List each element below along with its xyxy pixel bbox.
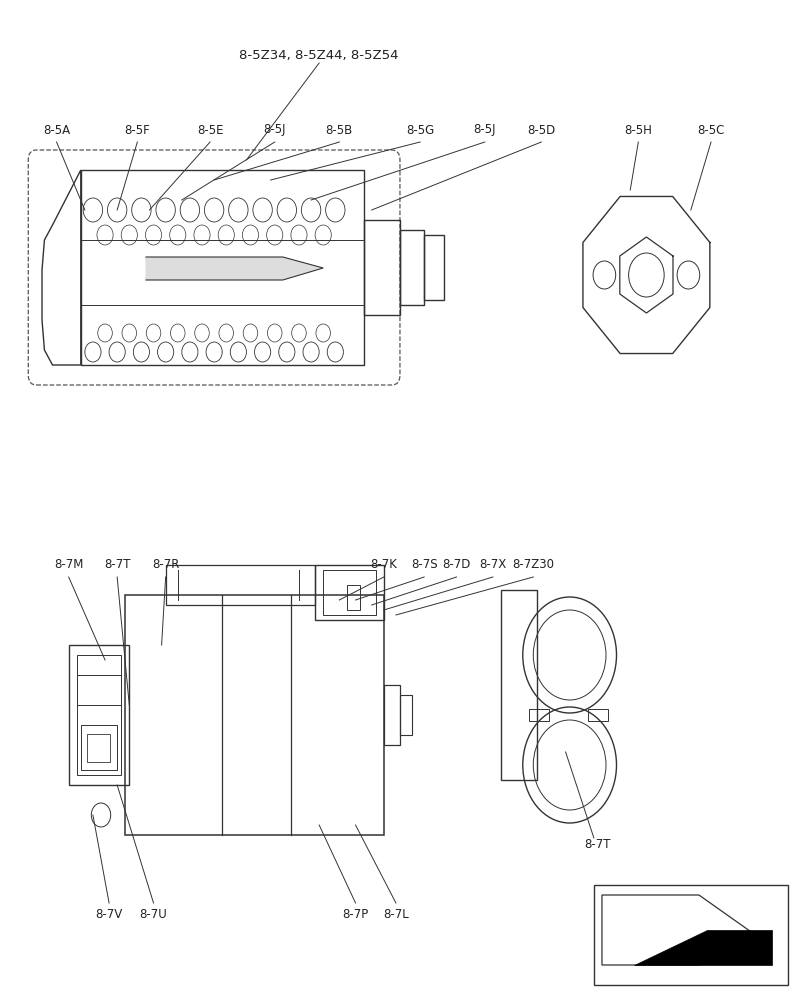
- Bar: [69, 645, 129, 785]
- Bar: [347, 585, 360, 610]
- Text: 8-7T: 8-7T: [104, 558, 130, 572]
- Text: 8-7Z30: 8-7Z30: [512, 558, 554, 572]
- Text: 8-5Z34, 8-5Z44, 8-5Z54: 8-5Z34, 8-5Z44, 8-5Z54: [239, 48, 399, 62]
- Bar: [77, 675, 121, 705]
- Text: 8-5A: 8-5A: [43, 123, 70, 136]
- Text: 8-7S: 8-7S: [411, 558, 437, 572]
- Bar: [315, 565, 384, 620]
- Text: 8-5G: 8-5G: [406, 123, 434, 136]
- Bar: [529, 709, 549, 721]
- Text: 8-5D: 8-5D: [528, 123, 555, 136]
- Bar: [166, 565, 315, 605]
- Bar: [424, 235, 444, 300]
- Text: 8-5H: 8-5H: [625, 123, 652, 136]
- Text: 8-7U: 8-7U: [140, 908, 167, 922]
- Bar: [384, 685, 400, 745]
- Polygon shape: [634, 930, 772, 965]
- Text: 8-7L: 8-7L: [383, 908, 409, 922]
- Text: 8-5F: 8-5F: [124, 123, 150, 136]
- Bar: [594, 885, 788, 985]
- Bar: [323, 570, 376, 615]
- Bar: [364, 220, 400, 315]
- Bar: [125, 595, 384, 835]
- Text: 8-5J: 8-5J: [473, 123, 496, 136]
- Bar: [77, 655, 121, 775]
- Bar: [400, 230, 424, 305]
- Bar: [81, 725, 117, 770]
- Bar: [501, 590, 537, 780]
- Bar: [588, 709, 608, 721]
- Text: 8-7D: 8-7D: [442, 558, 471, 572]
- Text: 8-7R: 8-7R: [152, 558, 179, 572]
- Text: 8-5E: 8-5E: [197, 123, 223, 136]
- Bar: [400, 695, 412, 735]
- Text: 8-7X: 8-7X: [479, 558, 507, 572]
- Text: 8-7K: 8-7K: [370, 558, 398, 572]
- Bar: [87, 734, 110, 762]
- Text: 8-5B: 8-5B: [326, 123, 353, 136]
- Text: 8-7P: 8-7P: [343, 908, 368, 922]
- Text: 8-7M: 8-7M: [54, 558, 83, 572]
- Text: 8-5C: 8-5C: [697, 123, 725, 136]
- Text: 8-7V: 8-7V: [95, 908, 123, 922]
- Text: 8-5J: 8-5J: [263, 123, 286, 136]
- Bar: [81, 170, 364, 365]
- PathPatch shape: [145, 257, 323, 280]
- Text: 8-7T: 8-7T: [585, 838, 611, 852]
